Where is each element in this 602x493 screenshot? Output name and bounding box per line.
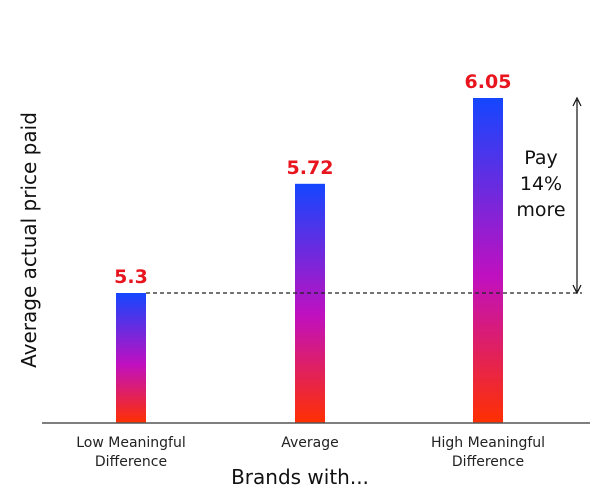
bar-value-label: 5.72: [287, 157, 334, 179]
y-axis-title: Average actual price paid: [17, 112, 41, 368]
arrow-head-up-icon: [572, 96, 582, 107]
bar-value-label: 6.05: [465, 71, 512, 93]
bar: [295, 183, 325, 423]
arrow-head-down-icon: [572, 284, 582, 295]
bar: [473, 98, 503, 423]
x-tick-label: Average: [281, 435, 339, 451]
difference-annotation: Pay 14% more: [516, 147, 565, 221]
x-tick-label: High Meaningful Difference: [431, 435, 545, 470]
x-tick-label: Low Meaningful Difference: [76, 435, 186, 470]
x-axis-title: Brands with...: [231, 465, 369, 489]
bar-value-label: 5.3: [114, 266, 148, 288]
bar: [116, 293, 146, 423]
